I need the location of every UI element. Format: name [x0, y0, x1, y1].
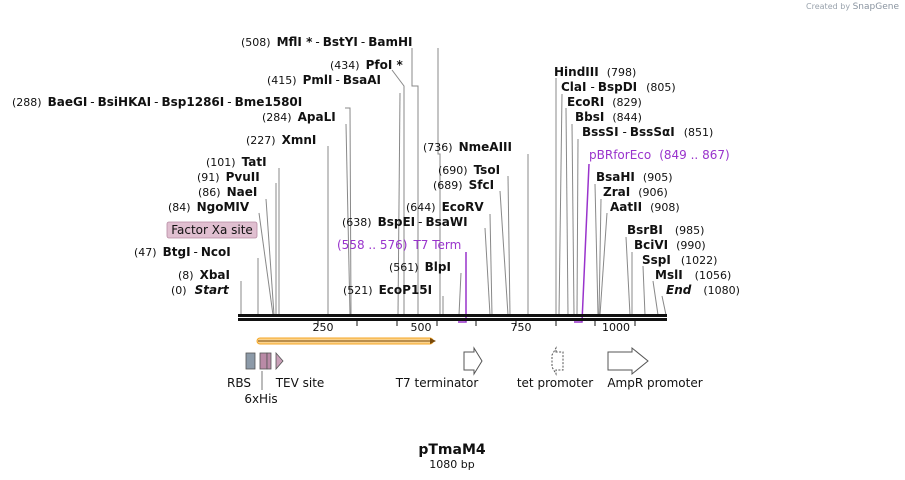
cut-label-aatii[interactable]: AatII (908)	[610, 200, 680, 214]
tev-site-feature[interactable]	[275, 351, 284, 371]
tet-promoter-feature[interactable]	[551, 346, 564, 376]
orf-arrowhead-icon	[430, 338, 436, 344]
leader-pfoi	[391, 69, 405, 315]
ampr-promoter-label: AmpR promoter	[607, 376, 702, 390]
tick-label-500: 500	[411, 321, 432, 334]
cut-label-zrai[interactable]: ZraI (906)	[603, 185, 668, 199]
cut-label-pvuii[interactable]: (91) PvuII	[197, 170, 260, 184]
cut-label-hindiii[interactable]: HindIII (798)	[554, 65, 636, 79]
plasmid-name: pTmaM4	[418, 442, 486, 458]
leader-bsawi	[484, 227, 491, 316]
his-tag-feature[interactable]	[259, 352, 268, 370]
cut-label-clai[interactable]: ClaI - BspDI (805)	[561, 80, 676, 94]
leader-pmli	[397, 92, 401, 316]
leader-zrai	[598, 198, 602, 316]
cut-label-naei[interactable]: (86) NaeI	[198, 185, 257, 199]
cut-label-start[interactable]: (0) Start	[171, 283, 230, 297]
leader-bsrbi	[625, 236, 631, 316]
cut-site-lines	[240, 48, 667, 316]
tick-label-250: 250	[313, 321, 334, 334]
primer-marks	[458, 163, 590, 323]
cut-label-pmli[interactable]: (415) PmlI - BsaAI	[267, 73, 381, 87]
cut-label-sspi[interactable]: SspI (1022)	[642, 253, 717, 267]
leader-bsahi	[594, 183, 599, 316]
leader-ecori	[565, 107, 569, 316]
cut-label-bsahi[interactable]: BsaHI (905)	[596, 170, 673, 184]
cut-label-baegi[interactable]: (288) BaeGI - BsiHKAI - Bsp1286I - Bme1580I	[12, 95, 302, 109]
cut-label-bspei[interactable]: (638) BspEI - BsaWI	[342, 215, 468, 229]
t7-terminator-label: T7 terminator	[395, 376, 479, 390]
snapgene-credit: Created by SnapGene	[806, 2, 899, 12]
cut-label-ecori[interactable]: EcoRI (829)	[567, 95, 642, 109]
leader-nmeaiii-stem	[437, 48, 441, 315]
primer-label-t7-term[interactable]: (558 .. 576) T7 Term	[337, 238, 461, 252]
leader-ngomiv	[258, 212, 274, 316]
leader-bamhi	[411, 48, 419, 315]
leader-apali	[345, 123, 351, 316]
leader-bme1580i	[345, 107, 352, 316]
leader-clai	[558, 93, 563, 316]
tet-promoter-label: tet promoter	[517, 376, 593, 390]
cut-label-bsrbi[interactable]: BsrBI (985)	[627, 223, 704, 237]
cut-label-xbai[interactable]: (8) XbaI	[178, 268, 230, 282]
cut-label-tati[interactable]: (101) TatI	[206, 155, 267, 169]
pbrforeco-primer-arrow	[574, 163, 590, 323]
primer-label-pbrforeco[interactable]: pBRforEco (849 .. 867)	[589, 148, 730, 162]
cut-label-bsssi[interactable]: BssSI - BssSαI (851)	[582, 125, 713, 139]
leader-tsoi	[507, 175, 511, 316]
cut-label-ecorv[interactable]: (644) EcoRV	[406, 200, 484, 214]
leader-blpi	[458, 272, 462, 316]
his-label: 6xHis	[244, 392, 277, 406]
cut-label-blpi[interactable]: (561) BlpI	[389, 260, 451, 274]
leader-sspi	[642, 265, 646, 316]
credit-prefix: Created by	[806, 2, 851, 11]
leader-end	[661, 295, 667, 316]
cut-label-nmeaiii[interactable]: (736) NmeAIII	[423, 140, 512, 154]
t7-terminator-feature[interactable]	[463, 346, 483, 376]
leader-aatii	[599, 212, 608, 316]
tev-site-label: TEV site	[275, 376, 325, 390]
sequence-bottom-strand	[238, 318, 667, 321]
rbs-label: RBS	[227, 376, 251, 390]
leader-sfci	[499, 190, 509, 316]
snapgene-logo-text: SnapGene	[852, 2, 899, 12]
rbs-feature[interactable]	[245, 352, 256, 370]
factor-xa-label-box	[166, 221, 258, 239]
cut-label-bamhi[interactable]: (508) MflI * - BstYI - BamHI	[241, 35, 413, 49]
cut-label-apali[interactable]: (284) ApaLI	[262, 110, 336, 124]
cut-label-ncoi[interactable]: (47) BtgI - NcoI	[134, 245, 231, 259]
cut-label-pfoi[interactable]: (434) PfoI *	[330, 58, 403, 72]
cut-label-sfci[interactable]: (689) SfcI	[433, 178, 494, 192]
cut-label-end[interactable]: End (1080)	[666, 283, 740, 297]
factor-xa-feature[interactable]	[266, 352, 272, 370]
ruler-ticks	[317, 321, 636, 326]
cut-label-bcivi[interactable]: BciVI (990)	[634, 238, 706, 252]
leader-ecorv	[489, 213, 493, 316]
cut-label-tsoi[interactable]: (690) TsoI	[438, 163, 500, 177]
plasmid-length: 1080 bp	[429, 458, 474, 471]
tick-label-1000: 1000	[602, 321, 630, 334]
factor-xa-label: Factor Xa site	[171, 223, 253, 237]
cut-label-msli[interactable]: MslI (1056)	[655, 268, 731, 282]
cut-label-ngomiv[interactable]: (84) NgoMIV	[168, 200, 250, 214]
cut-label-ecop15i[interactable]: (521) EcoP15I	[343, 283, 432, 297]
ampr-promoter-feature[interactable]	[607, 346, 649, 376]
leader-bbsi	[571, 123, 575, 316]
leader-naei	[265, 198, 275, 316]
sequence-top-strand	[238, 314, 667, 317]
tick-label-750: 750	[511, 321, 532, 334]
leader-bsssi	[576, 138, 579, 316]
t7-term-primer-arrow	[458, 252, 467, 323]
cut-label-bbsi[interactable]: BbsI (844)	[575, 110, 642, 124]
cut-label-xmni[interactable]: (227) XmnI	[246, 133, 316, 147]
leader-msli	[652, 280, 659, 316]
